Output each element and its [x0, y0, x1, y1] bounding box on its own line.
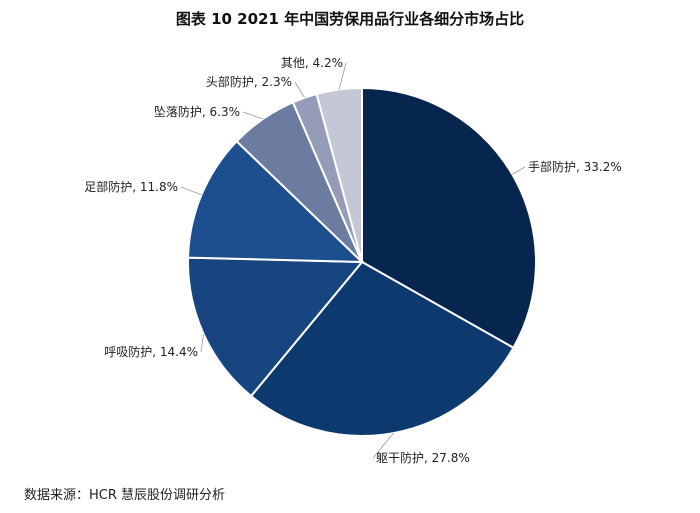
- slice-label: 呼吸防护, 14.4%: [104, 344, 198, 359]
- source-note: 数据来源：HCR 慧辰股份调研分析: [24, 488, 226, 503]
- slice-label: 其他, 4.2%: [281, 56, 343, 70]
- leader-line: [242, 111, 263, 120]
- leader-lines: [180, 62, 526, 459]
- pie-slice: [249, 260, 515, 437]
- slice-label: 躯干防护, 27.8%: [376, 450, 470, 465]
- pie-slice: [315, 86, 363, 263]
- slice-label: 坠落防护, 6.3%: [154, 104, 240, 119]
- leader-line: [294, 81, 305, 98]
- leader-line: [200, 334, 204, 353]
- slice-label: 足部防护, 11.8%: [84, 179, 178, 194]
- pie-slices: [187, 86, 537, 437]
- leader-line: [338, 62, 347, 90]
- slice-labels: 手部防护, 33.2% 躯干防护, 27.8% 呼吸防护, 14.4% 足部防护, 1…: [84, 56, 622, 465]
- leader-line: [372, 432, 394, 459]
- slice-label: 头部防护, 2.3%: [206, 74, 292, 89]
- pie-slice: [187, 256, 365, 398]
- chart-title: 图表 10 2021 年中国劳保用品行业各细分市场占比: [175, 10, 525, 28]
- slice-label: 手部防护, 33.2%: [528, 159, 622, 174]
- leader-line: [512, 166, 526, 175]
- leader-line: [180, 186, 202, 196]
- pie-chart: 手部防护, 33.2% 躯干防护, 27.8% 呼吸防护, 14.4% 足部防护, 1…: [84, 56, 622, 465]
